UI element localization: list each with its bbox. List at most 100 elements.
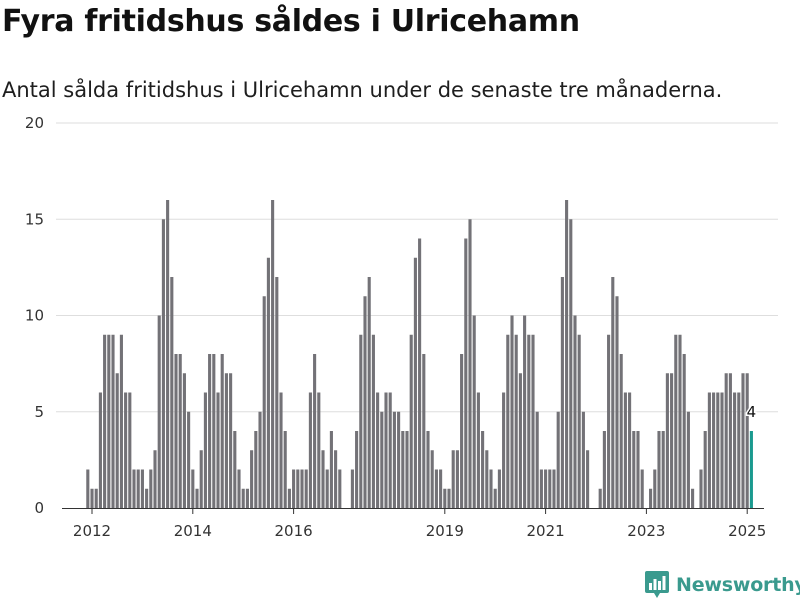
x-tick-label: 2012 bbox=[73, 522, 111, 540]
bar bbox=[191, 469, 195, 508]
bar bbox=[602, 431, 606, 508]
bar bbox=[418, 238, 422, 508]
bar bbox=[485, 450, 489, 508]
bar bbox=[380, 411, 384, 508]
bar bbox=[199, 450, 203, 508]
bar bbox=[552, 469, 556, 508]
bar bbox=[166, 200, 170, 508]
bar bbox=[464, 238, 468, 508]
bar bbox=[325, 469, 329, 508]
bar bbox=[140, 469, 144, 508]
bar bbox=[527, 334, 531, 508]
bar bbox=[94, 488, 98, 508]
bar bbox=[334, 450, 338, 508]
bar bbox=[203, 392, 207, 508]
bar bbox=[653, 469, 657, 508]
y-tick-label: 0 bbox=[34, 499, 44, 517]
bar bbox=[443, 488, 447, 508]
bar bbox=[556, 411, 560, 508]
bar bbox=[195, 488, 199, 508]
bar bbox=[560, 277, 564, 508]
bar bbox=[178, 354, 182, 508]
bar bbox=[229, 373, 233, 508]
bar bbox=[506, 334, 510, 508]
y-tick-label: 20 bbox=[25, 114, 44, 132]
bar bbox=[539, 469, 543, 508]
bar bbox=[86, 469, 90, 508]
bar bbox=[724, 373, 728, 508]
bar bbox=[598, 488, 602, 508]
bar bbox=[250, 450, 254, 508]
bar bbox=[636, 431, 640, 508]
bar bbox=[481, 431, 485, 508]
x-tick-label: 2023 bbox=[627, 522, 665, 540]
bar bbox=[632, 431, 636, 508]
bar bbox=[384, 392, 388, 508]
bar bbox=[434, 469, 438, 508]
bar bbox=[405, 431, 409, 508]
bar bbox=[350, 469, 354, 508]
bar bbox=[544, 469, 548, 508]
bar bbox=[170, 277, 174, 508]
bar bbox=[455, 450, 459, 508]
bar bbox=[279, 392, 283, 508]
bar bbox=[98, 392, 102, 508]
bar bbox=[103, 334, 107, 508]
bar bbox=[266, 257, 270, 508]
bar bbox=[460, 354, 464, 508]
bar bbox=[283, 431, 287, 508]
bar bbox=[699, 469, 703, 508]
y-tick-label: 10 bbox=[25, 307, 44, 325]
bar bbox=[119, 334, 123, 508]
bar bbox=[712, 392, 716, 508]
bar bbox=[300, 469, 304, 508]
bar bbox=[258, 411, 262, 508]
newsworthy-brand: Newsworthy bbox=[644, 570, 800, 600]
bar bbox=[502, 392, 506, 508]
bar bbox=[363, 296, 367, 508]
bar bbox=[275, 277, 279, 508]
bar bbox=[565, 200, 569, 508]
bar bbox=[586, 450, 590, 508]
bar bbox=[212, 354, 216, 508]
latest-value-label: 4 bbox=[747, 403, 757, 421]
bar bbox=[670, 373, 674, 508]
bar bbox=[422, 354, 426, 508]
bar bbox=[254, 431, 258, 508]
bars bbox=[86, 200, 753, 508]
x-tick-label: 2016 bbox=[275, 522, 313, 540]
bar bbox=[132, 469, 136, 508]
bar bbox=[321, 450, 325, 508]
bar bbox=[497, 469, 501, 508]
bar bbox=[451, 450, 455, 508]
bar bbox=[737, 392, 741, 508]
x-tick-label: 2025 bbox=[728, 522, 766, 540]
bar bbox=[376, 392, 380, 508]
bar-chart-logo-icon bbox=[645, 571, 669, 598]
bar bbox=[174, 354, 178, 508]
bar bbox=[426, 431, 430, 508]
bar bbox=[682, 354, 686, 508]
x-tick-label: 2019 bbox=[426, 522, 464, 540]
bar bbox=[220, 354, 224, 508]
bar bbox=[615, 296, 619, 508]
bar bbox=[157, 315, 161, 508]
y-axis: 0 5 10 15 20 bbox=[25, 114, 44, 517]
bar bbox=[535, 411, 539, 508]
bar bbox=[573, 315, 577, 508]
brand-name: Newsworthy bbox=[676, 574, 800, 596]
bar bbox=[628, 392, 632, 508]
bar bbox=[355, 431, 359, 508]
bar bbox=[661, 431, 665, 508]
x-tick-label: 2014 bbox=[174, 522, 212, 540]
bar bbox=[153, 450, 157, 508]
bar bbox=[657, 431, 661, 508]
bar bbox=[472, 315, 476, 508]
bar bbox=[182, 373, 186, 508]
bar bbox=[703, 431, 707, 508]
bar bbox=[233, 431, 237, 508]
bar bbox=[716, 392, 720, 508]
bar bbox=[367, 277, 371, 508]
bar bbox=[371, 334, 375, 508]
y-tick-label: 15 bbox=[25, 210, 44, 228]
